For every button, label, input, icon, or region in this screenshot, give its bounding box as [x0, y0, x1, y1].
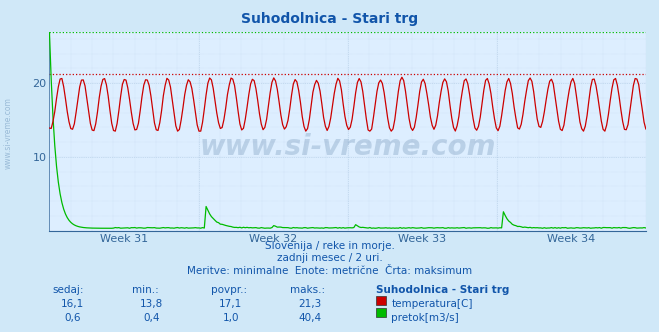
- Text: www.si-vreme.com: www.si-vreme.com: [200, 133, 496, 161]
- Text: maks.:: maks.:: [290, 285, 325, 295]
- Text: 0,6: 0,6: [64, 313, 81, 323]
- Text: temperatura[C]: temperatura[C]: [391, 299, 473, 309]
- Text: 0,4: 0,4: [143, 313, 160, 323]
- Text: min.:: min.:: [132, 285, 159, 295]
- Text: Slovenija / reke in morje.: Slovenija / reke in morje.: [264, 241, 395, 251]
- Text: zadnji mesec / 2 uri.: zadnji mesec / 2 uri.: [277, 253, 382, 263]
- Text: povpr.:: povpr.:: [211, 285, 247, 295]
- Text: sedaj:: sedaj:: [53, 285, 84, 295]
- Text: 40,4: 40,4: [298, 313, 322, 323]
- Text: 13,8: 13,8: [140, 299, 163, 309]
- Text: 1,0: 1,0: [222, 313, 239, 323]
- Text: Meritve: minimalne  Enote: metrične  Črta: maksimum: Meritve: minimalne Enote: metrične Črta:…: [187, 266, 472, 276]
- Text: pretok[m3/s]: pretok[m3/s]: [391, 313, 459, 323]
- Text: 16,1: 16,1: [61, 299, 84, 309]
- Text: Suhodolnica - Stari trg: Suhodolnica - Stari trg: [376, 285, 509, 295]
- Text: Suhodolnica - Stari trg: Suhodolnica - Stari trg: [241, 12, 418, 26]
- Text: 17,1: 17,1: [219, 299, 243, 309]
- Text: www.si-vreme.com: www.si-vreme.com: [3, 97, 13, 169]
- Text: 21,3: 21,3: [298, 299, 322, 309]
